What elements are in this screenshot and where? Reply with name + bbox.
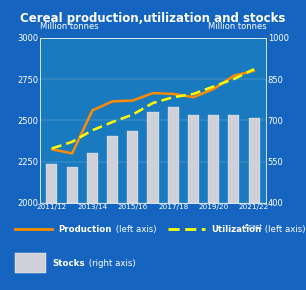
Text: Million tonnes: Million tonnes <box>207 22 266 31</box>
Bar <box>87 153 98 203</box>
Bar <box>107 135 118 203</box>
Bar <box>127 131 138 203</box>
Bar <box>208 115 219 203</box>
Text: (left axis): (left axis) <box>113 225 157 234</box>
Bar <box>46 164 58 203</box>
Text: (right axis): (right axis) <box>86 259 135 268</box>
FancyBboxPatch shape <box>15 253 46 273</box>
Text: Million tonnes: Million tonnes <box>40 22 99 31</box>
Text: (left axis): (left axis) <box>262 225 305 234</box>
Bar <box>147 112 159 203</box>
Bar <box>248 117 260 203</box>
Text: Cereal production,utilization and stocks: Cereal production,utilization and stocks <box>20 12 286 25</box>
Bar <box>188 115 199 203</box>
Text: Stocks: Stocks <box>52 259 85 268</box>
Bar <box>228 115 239 203</box>
Text: Production: Production <box>58 225 111 234</box>
Text: f'cast: f'cast <box>245 224 263 231</box>
Bar <box>67 167 78 203</box>
Bar <box>168 106 179 203</box>
Text: Utilization: Utilization <box>211 225 261 234</box>
